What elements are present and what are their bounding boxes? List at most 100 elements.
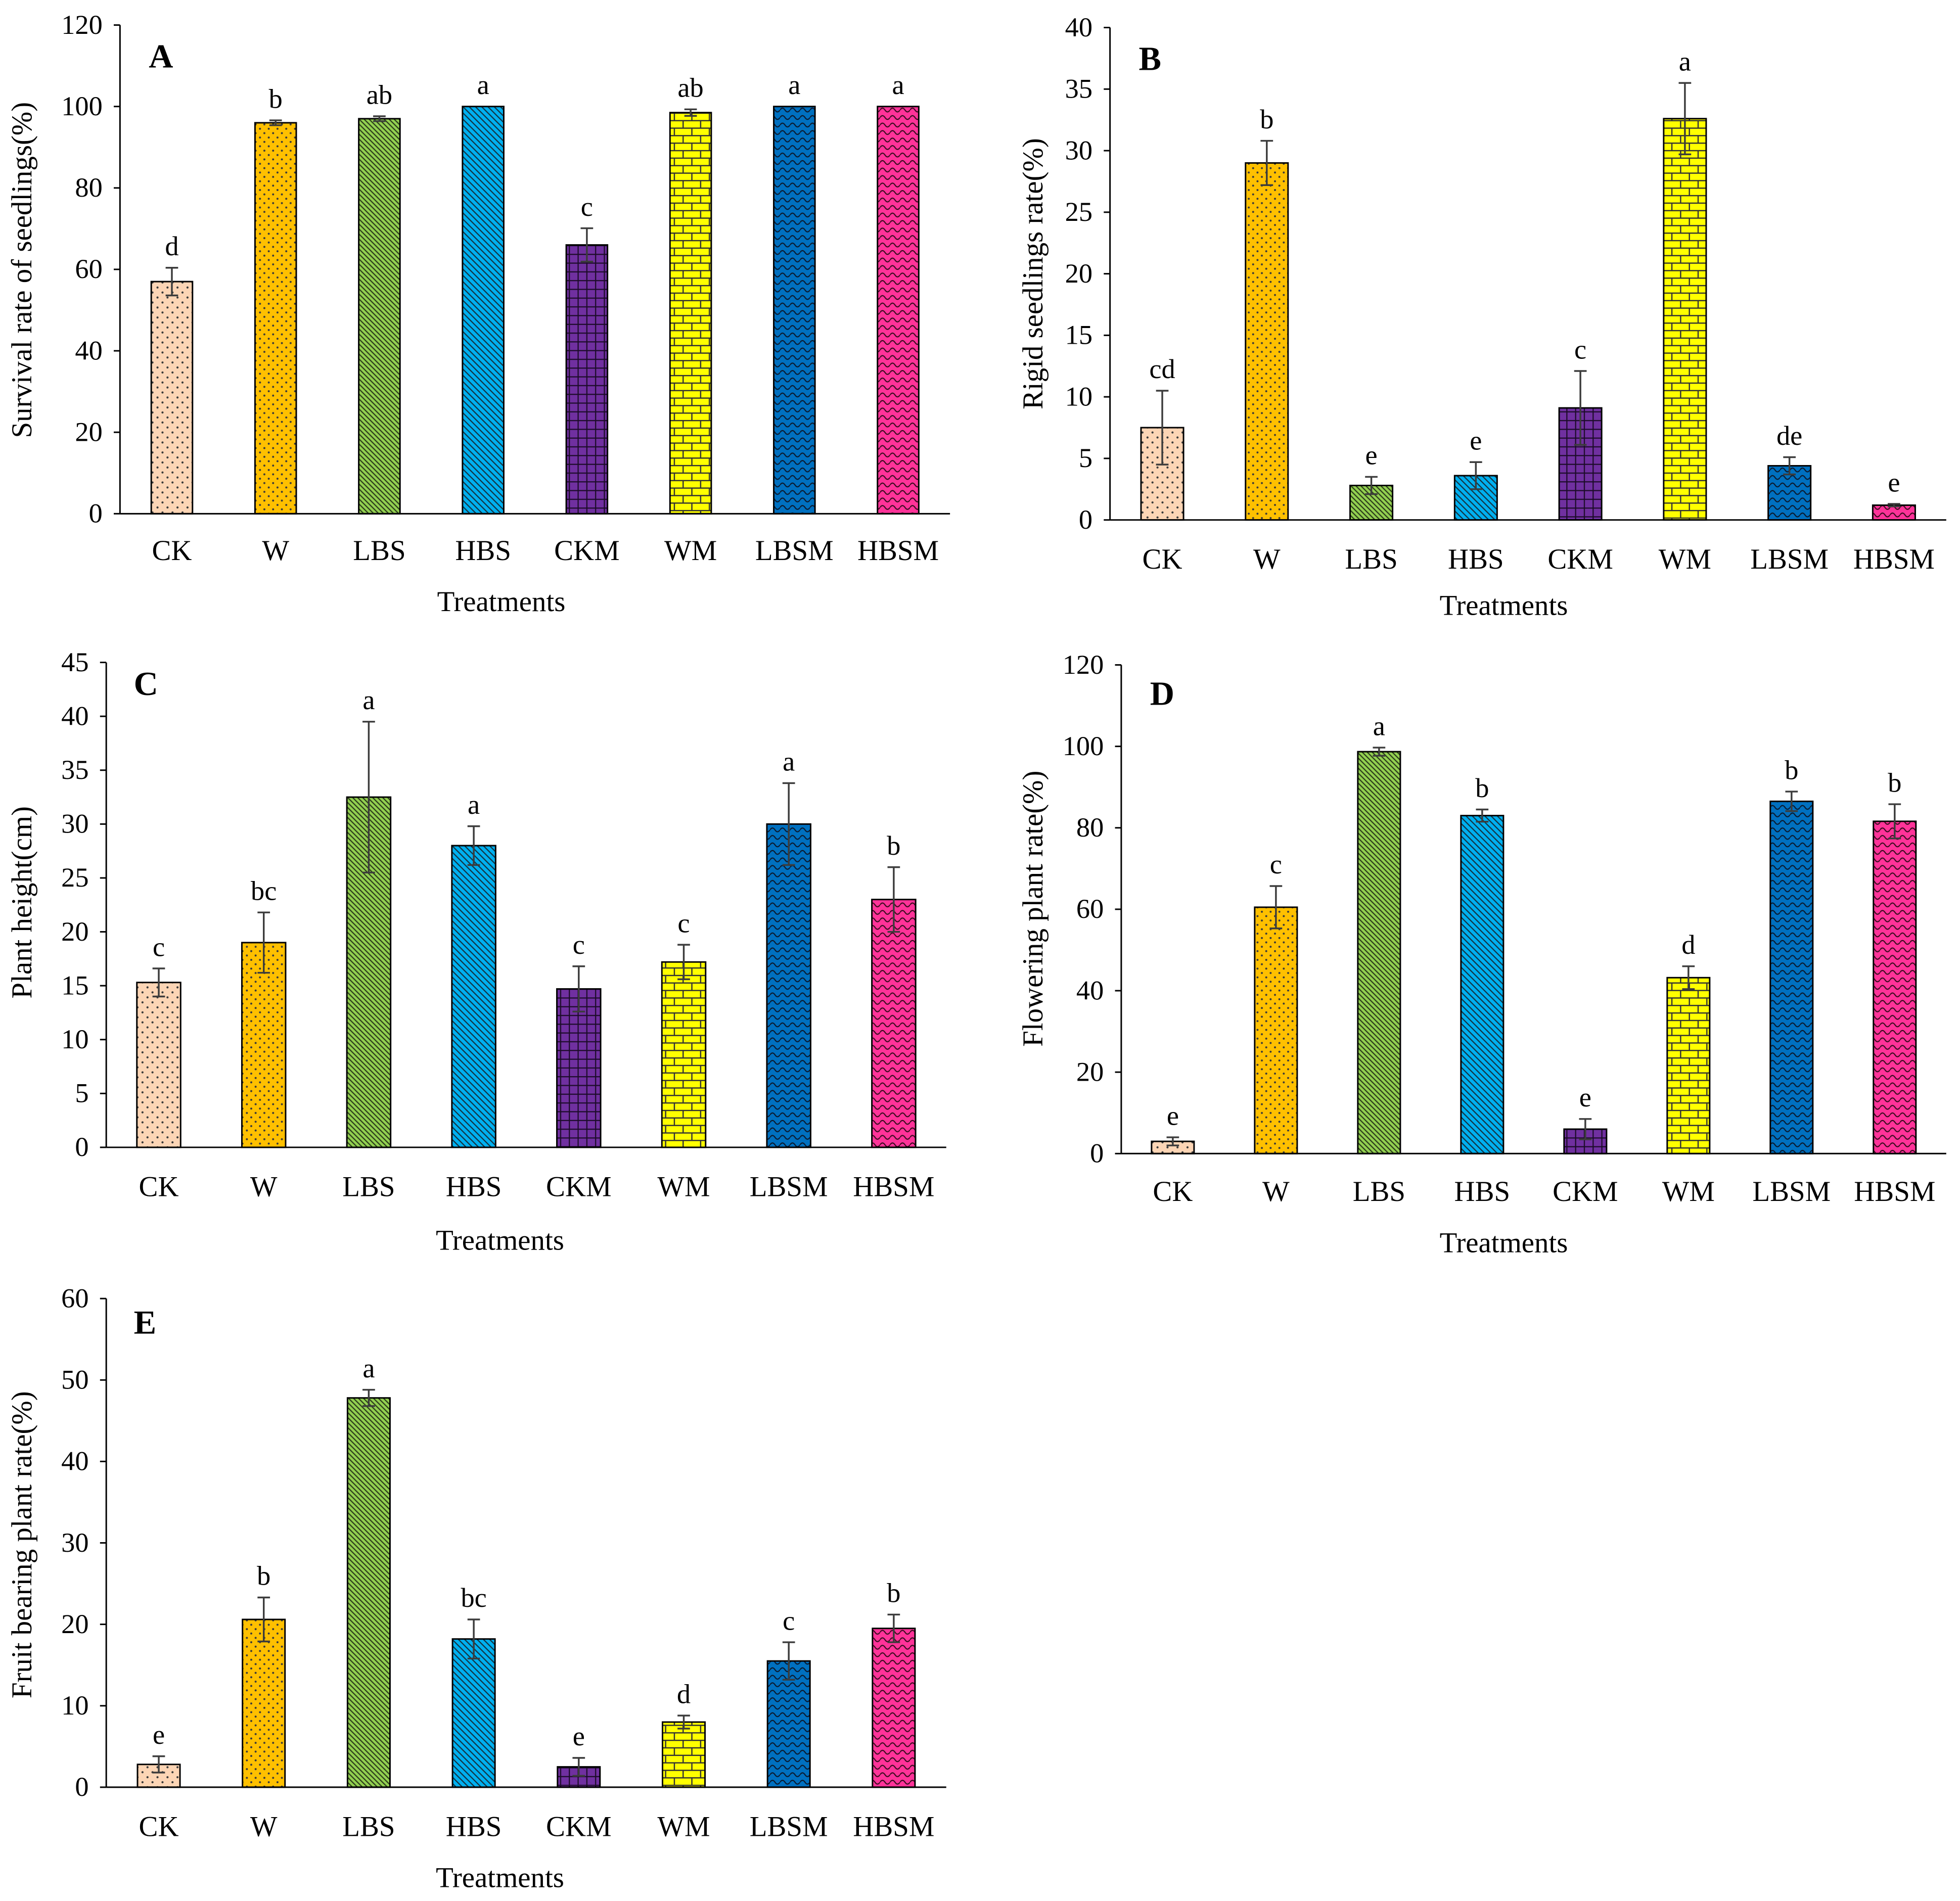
y-tick-label: 10 [61, 1024, 88, 1054]
significance-letter-ck: e [1167, 1100, 1179, 1131]
error-bar-ckm [1574, 370, 1587, 446]
bar-lbsm [773, 106, 816, 515]
y-tick-label: 25 [61, 862, 88, 893]
bar-hbs [462, 106, 505, 515]
bar-hbsm [871, 899, 917, 1148]
bar-w [254, 122, 297, 515]
x-tick-label-hbsm: HBSM [1853, 543, 1935, 575]
error-bar-w [1269, 885, 1283, 930]
significance-letter-ckm: c [581, 192, 593, 222]
significance-letter-lbs: a [362, 685, 375, 715]
error-bar-hbs [1476, 808, 1489, 823]
bar-wm [1663, 118, 1707, 521]
significance-letter-wm: c [677, 908, 690, 938]
x-axis-title: Treatments [436, 1225, 564, 1257]
x-tick-label-lbsm: LBSM [750, 1171, 828, 1202]
error-bar-ck [152, 1755, 165, 1774]
x-tick-label-hbs: HBS [1448, 543, 1504, 575]
bar-w [1245, 162, 1289, 521]
bar-hbsm [877, 106, 920, 515]
panel-e: E Fruit bearing plant rate(%) Treatments… [6, 1283, 946, 1894]
error-bar-lbs [373, 115, 386, 122]
error-bar-ckm [572, 1757, 585, 1777]
x-tick-label-hbs: HBS [455, 535, 511, 567]
y-axis-title: Flowering plant rate(%) [1017, 771, 1049, 1047]
significance-letter-hbsm: b [887, 830, 900, 861]
bar-wm [661, 1721, 706, 1788]
significance-letter-lbs: a [362, 1353, 375, 1383]
significance-letter-lbsm: de [1776, 421, 1802, 451]
bar-lbs [346, 1397, 391, 1788]
y-tick-label: 0 [75, 1772, 88, 1802]
y-tick-label: 40 [61, 701, 88, 731]
y-tick-label: 20 [1076, 1056, 1104, 1087]
error-bar-w [257, 1596, 270, 1643]
x-tick-label-lbsm: LBSM [755, 535, 834, 567]
significance-letter-lbs: a [1373, 711, 1385, 741]
bar-ck [136, 982, 181, 1148]
significance-letter-hbs: a [477, 70, 489, 100]
error-bar-w [269, 119, 282, 126]
x-tick-label-hbsm: HBSM [857, 535, 939, 567]
y-tick-label: 5 [75, 1078, 88, 1108]
significance-letter-hbsm: a [892, 70, 904, 100]
panel-d: D Flowering plant rate(%) Treatments 0 20… [1017, 650, 1946, 1259]
y-tick-label: 20 [1065, 258, 1092, 289]
error-bar-ckm [580, 227, 594, 263]
significance-letter-w: b [257, 1561, 270, 1591]
y-tick-label: 40 [1076, 975, 1104, 1005]
bar-w [1254, 906, 1298, 1154]
y-tick-label: 10 [61, 1690, 88, 1721]
x-tick-label-lbsm: LBSM [1752, 1176, 1831, 1208]
error-bar-wm [684, 108, 697, 117]
significance-letter-lbsm: b [1785, 755, 1798, 785]
y-tick-label: 0 [1079, 504, 1092, 535]
significance-letter-lbsm: a [783, 747, 795, 777]
significance-letter-lbs: e [1365, 440, 1378, 471]
y-axis-title: Survival rate of seedlings(%) [6, 102, 38, 438]
panel-label: E [134, 1304, 157, 1341]
panel-c: C Plant height(cm) Treatments 0 5 10 15 20 25… [6, 647, 946, 1257]
error-bar-wm [1678, 82, 1692, 156]
bar-lbsm [766, 1660, 811, 1788]
error-bar-lbs [1373, 747, 1386, 757]
panel-b: B Rigid seedlings rate(%) Treatments 0 5 1… [1017, 12, 1946, 622]
bar-lbs [1357, 751, 1401, 1154]
y-tick-label: 0 [1090, 1138, 1104, 1169]
y-tick-label: 40 [61, 1446, 88, 1476]
y-tick-label: 80 [75, 172, 102, 203]
significance-letter-ck: cd [1149, 354, 1175, 384]
error-bar-hbsm [1888, 803, 1901, 840]
significance-letter-hbs: e [1470, 426, 1482, 456]
significance-letter-hbs: b [1475, 773, 1489, 803]
panel-label: A [149, 38, 173, 75]
y-tick-label: 0 [89, 498, 103, 529]
error-bar-ckm [572, 965, 585, 1013]
bar-w [242, 1618, 286, 1788]
x-tick-label-lbs: LBS [342, 1171, 395, 1202]
x-tick-label-w: W [262, 535, 289, 567]
significance-letter-hbs: bc [461, 1583, 486, 1613]
y-tick-label: 60 [75, 254, 102, 284]
significance-letter-w: c [1270, 849, 1282, 879]
x-tick-label-lbs: LBS [353, 535, 405, 567]
significance-letter-wm: a [1679, 46, 1691, 76]
significance-letter-ckm: e [1579, 1082, 1591, 1112]
y-tick-label: 40 [1065, 12, 1092, 42]
significance-letter-lbsm: a [788, 70, 800, 100]
x-tick-label-hbsm: HBSM [853, 1811, 934, 1842]
error-bar-hbsm [887, 1613, 900, 1643]
x-axis-title: Treatments [1440, 590, 1568, 622]
bar-hbsm [872, 1628, 916, 1788]
y-tick-label: 30 [61, 1527, 88, 1558]
y-tick-label: 20 [75, 417, 102, 447]
y-tick-label: 80 [1076, 812, 1104, 843]
significance-letter-ck: d [165, 231, 178, 261]
error-bar-lbs [362, 721, 375, 874]
x-tick-label-lbs: LBS [342, 1811, 395, 1842]
error-bar-w [1260, 140, 1273, 186]
x-tick-label-hbsm: HBSM [1854, 1176, 1935, 1208]
y-axis-title: Plant height(cm) [6, 806, 38, 999]
bar-ckm [556, 988, 602, 1148]
